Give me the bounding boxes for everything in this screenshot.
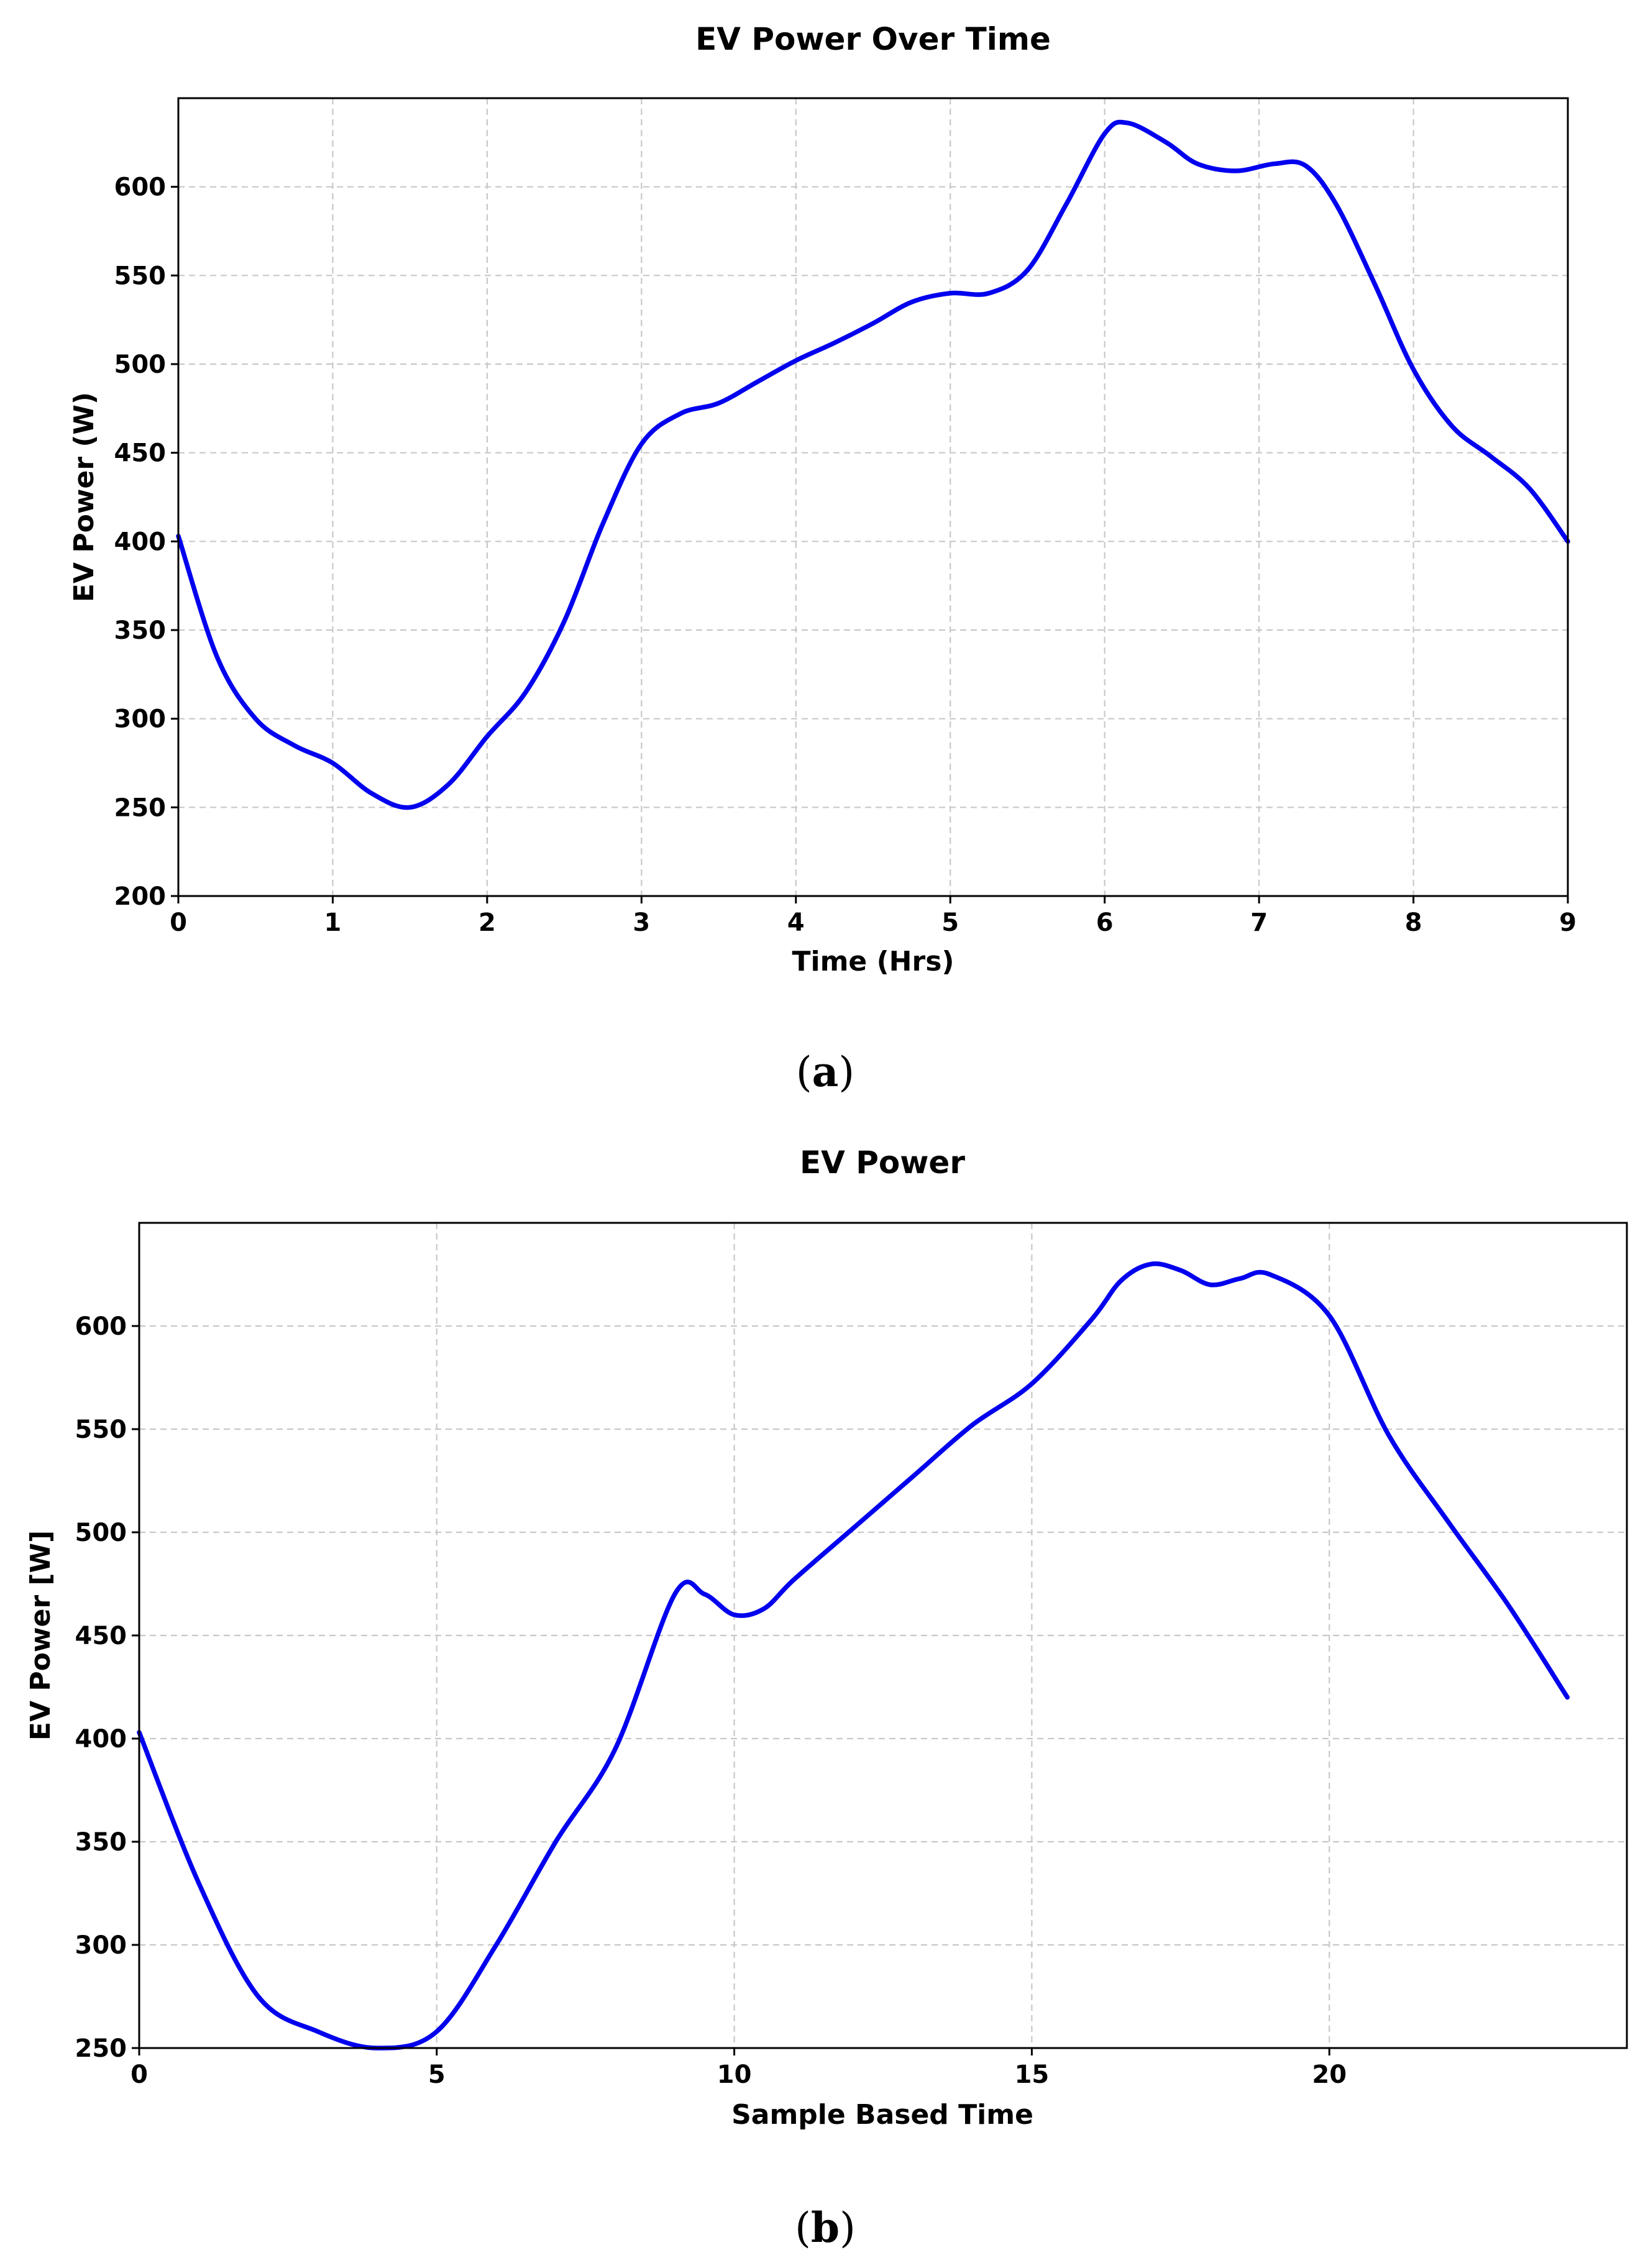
chart-a-y-axis-label: EV Power (W) xyxy=(68,392,100,602)
chart-b-x-tick-label: 20 xyxy=(1312,2060,1347,2089)
chart-a-y-tick-label: 400 xyxy=(114,528,167,556)
chart-b-series-line xyxy=(137,1261,1570,2051)
chart-a-plot-frame xyxy=(177,97,1569,897)
chart-b-caption-letter: b xyxy=(811,2203,840,2252)
chart-a-y-tick-label: 350 xyxy=(114,616,167,645)
chart-a-caption-letter: a xyxy=(812,1048,839,1096)
chart-b-caption: (b) xyxy=(795,2203,856,2252)
chart-a-grid xyxy=(177,98,1569,897)
chart-a-y-tick-label: 450 xyxy=(114,439,167,468)
chart-a-caption: (a) xyxy=(796,1048,854,1096)
chart-b-y-tick-label: 500 xyxy=(75,1519,127,1547)
chart-a-x-tick-label: 1 xyxy=(324,908,342,937)
chart-a-title: EV Power Over Time xyxy=(695,21,1051,57)
chart-a-y-tick-label: 500 xyxy=(114,350,167,379)
chart-a-series-line xyxy=(176,119,1570,810)
chart-b-y-tick-label: 600 xyxy=(75,1312,127,1341)
chart-a-x-tick-label: 5 xyxy=(941,908,959,937)
chart-b-x-axis-label: Sample Based Time xyxy=(731,2099,1033,2131)
chart-b-y-tick-label: 350 xyxy=(75,1828,127,1857)
chart-b-y-tick-label: 550 xyxy=(75,1415,127,1444)
chart-b-y-axis-label: EV Power [W] xyxy=(25,1530,57,1740)
chart-b-y-tick-label: 250 xyxy=(75,2034,127,2063)
chart-a-y-tick-label: 200 xyxy=(114,882,167,911)
chart-a-x-tick-label: 3 xyxy=(633,908,650,937)
chart-a-x-tick-label: 2 xyxy=(478,908,496,937)
chart-b-y-tick-label: 300 xyxy=(75,1931,127,1960)
chart-a-x-tick-label: 0 xyxy=(170,908,187,937)
chart-b-title: EV Power xyxy=(800,1145,965,1181)
chart-b: EV Power 0 5 10 15 20 250 300 350 400 450 500 550 60… xyxy=(25,1145,1628,2252)
chart-a-x-tick-label: 4 xyxy=(787,908,805,937)
chart-b-y-tick-label: 400 xyxy=(75,1725,127,1754)
chart-a-x-tick-label: 8 xyxy=(1405,908,1422,937)
chart-b-y-tick-label: 450 xyxy=(75,1622,127,1650)
chart-a-x-tick-label: 7 xyxy=(1250,908,1268,937)
chart-a-ticks: 0 1 2 3 4 5 6 7 8 9 200 250 300 350 400 450 500 550 600 xyxy=(114,173,1577,937)
chart-a-y-tick-label: 300 xyxy=(114,705,167,734)
chart-b-x-tick-label: 0 xyxy=(130,2060,148,2089)
chart-b-x-tick-label: 15 xyxy=(1015,2060,1050,2089)
chart-b-ticks: 0 5 10 15 20 250 300 350 400 450 500 550 600 xyxy=(75,1312,1347,2089)
chart-b-x-tick-label: 10 xyxy=(717,2060,752,2089)
chart-a-y-tick-label: 600 xyxy=(114,173,167,202)
chart-a-x-axis-label: Time (Hrs) xyxy=(792,946,954,977)
chart-a: EV Power Over Time 0 1 2 3 4 5 6 7 8 9 200 250 300 35… xyxy=(68,21,1577,1096)
chart-b-grid xyxy=(138,1223,1627,2049)
chart-a-y-tick-label: 250 xyxy=(114,793,167,822)
chart-a-x-tick-label: 9 xyxy=(1559,908,1577,937)
chart-a-x-tick-label: 6 xyxy=(1096,908,1114,937)
chart-b-x-tick-label: 5 xyxy=(428,2060,446,2089)
chart-a-y-tick-label: 550 xyxy=(114,262,167,290)
